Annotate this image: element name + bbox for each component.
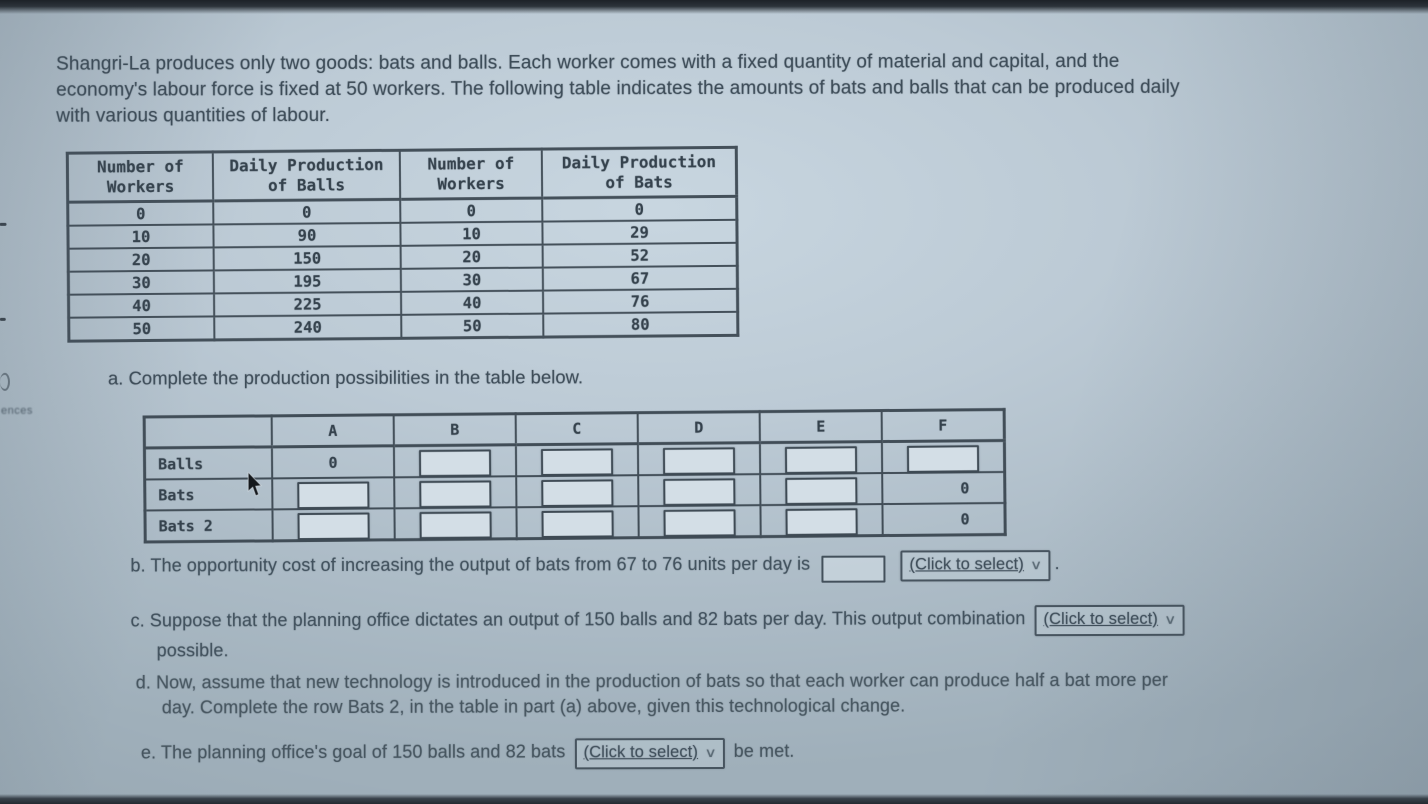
table-cell: 52 <box>542 242 738 268</box>
ppf-input-bats2-a[interactable] <box>297 512 370 541</box>
intro-line: with various quantities of labour. <box>56 105 331 127</box>
table-cell: 40 <box>68 293 215 318</box>
ppf-input-bats2-e[interactable] <box>785 508 858 536</box>
header-row: Number of Workers Daily Production of Ba… <box>67 147 737 203</box>
ppf-printed-zero: 0 <box>882 502 1006 536</box>
part-c-suffix: possible. <box>156 640 229 661</box>
ppf-input-bats2-d[interactable] <box>663 509 736 537</box>
ppf-input-bats2-c[interactable] <box>541 510 614 539</box>
table-cell: 50 <box>401 313 544 339</box>
table-cell: 40 <box>400 290 544 315</box>
ppf-input-balls-c[interactable] <box>540 448 614 477</box>
ppf-column-header: B <box>393 413 516 446</box>
part-e-dropdown[interactable]: (Click to select) ∨ <box>574 737 725 770</box>
table-cell: 67 <box>542 265 738 291</box>
part-c-text: c. Suppose that the planning office dict… <box>130 608 1026 631</box>
part-d-line: day. Complete the row Bats 2, in the tab… <box>161 695 906 718</box>
table-row: Bats 2 0 <box>144 502 1006 542</box>
ppf-column-header: A <box>271 414 394 447</box>
ppf-column-header: D <box>637 411 760 444</box>
intro-line: Shangri-La produces only two goods: bats… <box>56 50 1120 75</box>
table-cell: 0 <box>542 196 737 222</box>
table-cell: 29 <box>542 219 738 245</box>
part-b-text: b. The opportunity cost of increasing th… <box>130 553 811 576</box>
chevron-down-icon: ∨ <box>704 744 718 761</box>
table-cell: 30 <box>68 270 215 295</box>
dropdown-label: (Click to select) <box>909 555 1024 574</box>
ppf-input-bats-d[interactable] <box>663 478 736 506</box>
ppf-input-bats-a[interactable] <box>297 481 370 510</box>
table-cell: 0 <box>67 200 214 226</box>
part-d: d. Now, assume that new technology is in… <box>136 667 1402 720</box>
table-cell: 240 <box>214 314 402 340</box>
dropdown-label: (Click to select) <box>583 743 699 762</box>
table-row: 50 240 50 80 <box>68 311 738 342</box>
table-cell: 195 <box>213 268 401 294</box>
table-cell: 0 <box>400 198 543 223</box>
part-e-suffix: be met. <box>733 740 795 761</box>
table-cell: 76 <box>542 288 738 314</box>
intro-line: economy's labour force is fixed at 50 wo… <box>56 76 1180 101</box>
opportunity-cost-input[interactable] <box>821 555 886 583</box>
ppf-input-balls-d[interactable] <box>662 447 736 475</box>
intro-text: Shangri-La produces only two goods: bats… <box>56 48 1386 129</box>
part-e: e. The planning office's goal of 150 bal… <box>141 737 1267 771</box>
ppf-input-balls-f[interactable] <box>906 445 980 473</box>
table-cell: 225 <box>214 291 402 317</box>
ppf-column-header: F <box>881 409 1005 442</box>
photo-artifact <box>0 372 10 391</box>
ppf-column-header: E <box>759 410 882 443</box>
mouse-cursor <box>247 472 263 497</box>
table-cell: 0 <box>213 199 401 225</box>
chevron-down-icon: ∨ <box>1164 611 1178 627</box>
ppf-printed-zero: 0 <box>271 445 395 479</box>
table-cell: 30 <box>400 267 543 292</box>
part-e-text: e. The planning office's goal of 150 bal… <box>140 741 566 763</box>
part-b-dropdown[interactable]: (Click to select) ∨ <box>900 550 1051 582</box>
table-cell: 20 <box>400 244 543 269</box>
table-cell: 10 <box>400 221 543 246</box>
chevron-down-icon: ∨ <box>1030 557 1043 573</box>
daily-production-table: Number of Workers Daily Production of Ba… <box>65 145 740 343</box>
edge-text: ences <box>1 404 33 417</box>
part-b: b. The opportunity cost of increasing th… <box>130 549 1356 584</box>
photo-artifact <box>0 222 7 226</box>
table-cell: 10 <box>67 224 214 249</box>
ppf-printed-zero: 0 <box>882 471 1005 505</box>
column-header: Number of Workers <box>399 149 543 200</box>
column-header: Daily Production of Balls <box>212 150 401 201</box>
dropdown-label: (Click to select) <box>1043 609 1158 629</box>
column-header: Number of Workers <box>67 151 214 203</box>
table-cell: 90 <box>213 222 401 248</box>
table-cell: 50 <box>68 316 215 342</box>
photo-artifact <box>0 317 6 321</box>
ppf-input-balls-b[interactable] <box>418 449 492 478</box>
ppf-input-bats-c[interactable] <box>541 479 614 508</box>
ppf-row-label: Bats 2 <box>144 509 273 542</box>
table-cell: 80 <box>543 311 738 338</box>
part-b-suffix: . <box>1054 553 1060 574</box>
ppf-input-bats2-b[interactable] <box>419 511 492 540</box>
part-c: c. Suppose that the planning office dict… <box>131 604 1417 663</box>
corner-cell <box>144 415 272 448</box>
ppf-table: A B C D E F Balls 0 Bats <box>142 407 1007 544</box>
column-header: Daily Production of Bats <box>541 147 737 199</box>
table-cell: 20 <box>68 247 214 272</box>
part-d-line: d. Now, assume that new technology is in… <box>135 669 1168 693</box>
ppf-input-bats-b[interactable] <box>419 480 492 509</box>
part-c-dropdown[interactable]: (Click to select) ∨ <box>1034 604 1185 637</box>
ppf-input-bats-e[interactable] <box>785 477 858 505</box>
ppf-column-header: C <box>515 412 638 445</box>
table-cell: 150 <box>213 245 401 271</box>
ppf-input-balls-e[interactable] <box>784 446 858 474</box>
part-a-label: a. Complete the production possibilities… <box>107 366 584 389</box>
